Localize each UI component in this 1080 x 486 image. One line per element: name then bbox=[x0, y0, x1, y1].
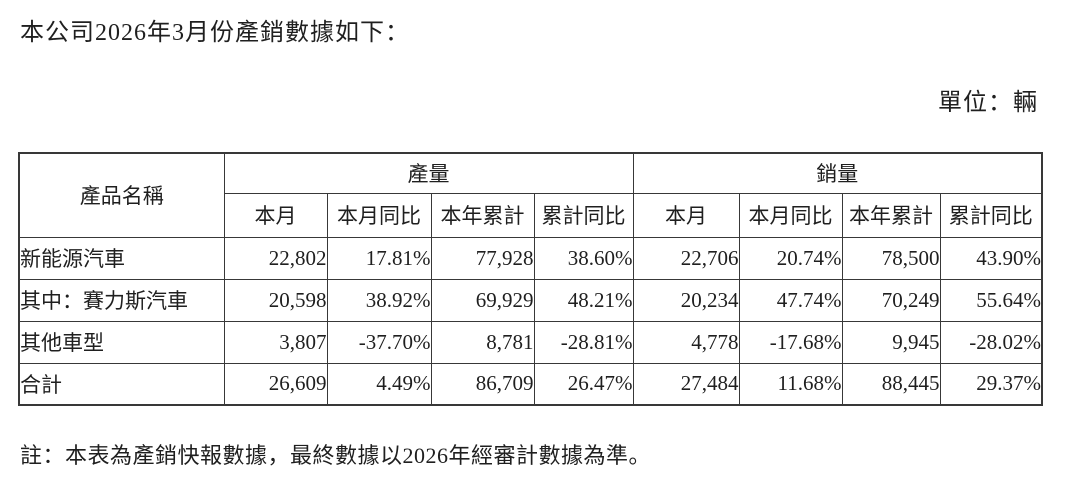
table-row: 其中：賽力斯汽車 20,598 38.92% 69,929 48.21% 20,… bbox=[18, 278, 1043, 322]
cell-production-ytd-yoy: 48.21% bbox=[533, 278, 634, 322]
header-sales-ytd: 本年累計 bbox=[841, 192, 941, 238]
header-production-group: 產量 bbox=[223, 152, 634, 194]
page-title: 本公司2026年3月份產銷數據如下： bbox=[20, 20, 410, 46]
cell-sales-ytd-yoy: 55.64% bbox=[939, 278, 1043, 322]
table-row: 其他車型 3,807 -37.70% 8,781 -28.81% 4,778 -… bbox=[18, 320, 1043, 364]
row-product-name: 其他車型 bbox=[18, 320, 225, 364]
header-production-month-yoy: 本月同比 bbox=[326, 192, 432, 238]
production-sales-table: 產品名稱 產量 銷量 本月 本月同比 本年累計 累計同比 本月 本月同比 本年累… bbox=[18, 152, 1043, 406]
cell-sales-month-yoy: 20.74% bbox=[738, 236, 843, 280]
cell-sales-month-yoy: -17.68% bbox=[738, 320, 843, 364]
cell-sales-month-yoy: 11.68% bbox=[738, 362, 843, 406]
cell-production-ytd: 86,709 bbox=[430, 362, 535, 406]
header-sales-ytd-yoy: 累計同比 bbox=[939, 192, 1043, 238]
row-product-name: 新能源汽車 bbox=[18, 236, 225, 280]
cell-sales-ytd-yoy: -28.02% bbox=[939, 320, 1043, 364]
cell-sales-month: 27,484 bbox=[632, 362, 740, 406]
table-row: 新能源汽車 22,802 17.81% 77,928 38.60% 22,706… bbox=[18, 236, 1043, 280]
footnote: 註：本表為產銷快報數據，最終數據以2026年經審計數據為準。 bbox=[20, 443, 652, 468]
cell-production-month-yoy: 17.81% bbox=[326, 236, 432, 280]
header-sales-month: 本月 bbox=[632, 192, 740, 238]
cell-production-month: 22,802 bbox=[223, 236, 328, 280]
cell-production-month: 3,807 bbox=[223, 320, 328, 364]
cell-sales-ytd: 70,249 bbox=[841, 278, 941, 322]
cell-production-ytd-yoy: 38.60% bbox=[533, 236, 634, 280]
cell-production-month-yoy: -37.70% bbox=[326, 320, 432, 364]
header-product-name: 產品名稱 bbox=[18, 152, 225, 238]
cell-sales-ytd-yoy: 43.90% bbox=[939, 236, 1043, 280]
row-product-name: 合計 bbox=[18, 362, 225, 406]
header-sales-month-yoy: 本月同比 bbox=[738, 192, 843, 238]
header-production-ytd-yoy: 累計同比 bbox=[533, 192, 634, 238]
cell-sales-month-yoy: 47.74% bbox=[738, 278, 843, 322]
cell-sales-ytd: 88,445 bbox=[841, 362, 941, 406]
header-production-ytd: 本年累計 bbox=[430, 192, 535, 238]
table-row: 合計 26,609 4.49% 86,709 26.47% 27,484 11.… bbox=[18, 362, 1043, 406]
cell-production-ytd-yoy: 26.47% bbox=[533, 362, 634, 406]
cell-production-ytd: 69,929 bbox=[430, 278, 535, 322]
cell-sales-ytd: 78,500 bbox=[841, 236, 941, 280]
header-production-month: 本月 bbox=[223, 192, 328, 238]
cell-sales-ytd-yoy: 29.37% bbox=[939, 362, 1043, 406]
cell-production-month-yoy: 4.49% bbox=[326, 362, 432, 406]
cell-sales-month: 4,778 bbox=[632, 320, 740, 364]
cell-production-month: 26,609 bbox=[223, 362, 328, 406]
unit-label: 單位：輛 bbox=[938, 90, 1038, 116]
cell-sales-ytd: 9,945 bbox=[841, 320, 941, 364]
cell-sales-month: 22,706 bbox=[632, 236, 740, 280]
header-sales-group: 銷量 bbox=[632, 152, 1043, 194]
row-product-name: 其中：賽力斯汽車 bbox=[18, 278, 225, 322]
cell-production-month-yoy: 38.92% bbox=[326, 278, 432, 322]
table-header-group-row: 產品名稱 產量 銷量 bbox=[18, 152, 1043, 238]
cell-production-ytd: 77,928 bbox=[430, 236, 535, 280]
cell-production-ytd-yoy: -28.81% bbox=[533, 320, 634, 364]
cell-production-month: 20,598 bbox=[223, 278, 328, 322]
cell-sales-month: 20,234 bbox=[632, 278, 740, 322]
cell-production-ytd: 8,781 bbox=[430, 320, 535, 364]
